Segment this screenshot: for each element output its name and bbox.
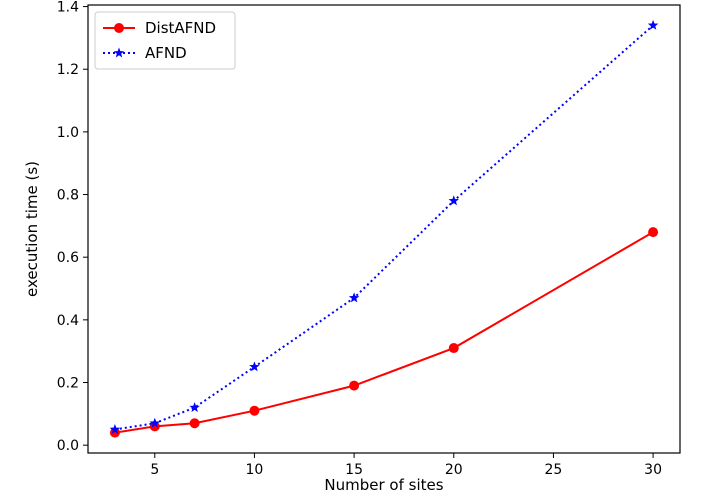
legend-marker-distafnd [114,23,124,33]
data-point-afnd [109,424,121,434]
y-tick-label: 1.0 [57,125,79,141]
data-point-afnd [647,19,659,30]
legend: DistAFND AFND [94,11,236,70]
x-axis-label: Number of sites [324,476,443,494]
plot-area [88,5,680,453]
y-tick-label: 0.0 [57,438,79,454]
legend-box [94,11,236,70]
data-point-distafnd [189,418,200,429]
data-point-afnd [149,417,161,428]
ticks-layer: 5 10 15 20 25 30 0.0 0.2 0.4 0.6 0.8 1.0 1.2 1.4 [57,0,662,478]
y-tick-label: 0.2 [57,376,79,392]
data-point-afnd [348,292,360,303]
y-axis-label: execution time (s) [23,161,41,297]
data-point-distafnd [109,427,120,438]
series-layer [109,19,659,438]
x-tick-label: 15 [345,462,363,478]
data-point-distafnd [648,227,659,238]
y-tick-label: 0.8 [57,188,79,204]
y-tick-label: 0.4 [57,313,79,329]
data-point-distafnd [448,343,459,354]
legend-label-afnd: AFND [145,44,187,62]
legend-label-distafnd: DistAFND [145,19,216,37]
data-point-afnd [189,402,200,413]
x-tick-label: 30 [644,462,662,478]
plot-frame [87,4,681,454]
data-point-afnd [448,195,459,206]
x-tick-label: 25 [545,462,563,478]
x-tick-label: 10 [246,462,264,478]
data-point-afnd [249,361,260,372]
data-point-distafnd [249,405,260,416]
data-point-distafnd [149,421,160,432]
x-tick-label: 20 [445,462,463,478]
x-tick-label: 5 [150,462,159,478]
data-point-distafnd [349,380,360,391]
y-tick-label: 1.4 [57,0,79,16]
y-tick-label: 1.2 [57,62,79,78]
legend-marker-afnd [113,47,125,58]
y-tick-label: 0.6 [57,250,79,266]
